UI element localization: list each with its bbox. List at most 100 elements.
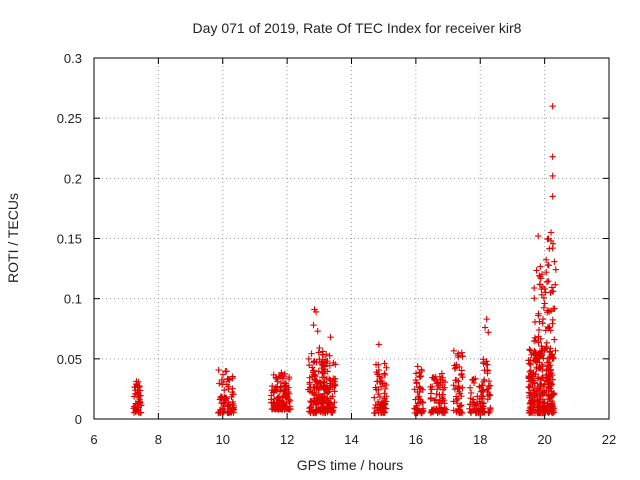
data-point (549, 153, 556, 160)
data-point (527, 367, 534, 374)
data-point (225, 383, 232, 390)
data-point (469, 376, 477, 384)
data-point (526, 360, 533, 367)
data-point (316, 378, 324, 385)
data-point (467, 389, 475, 397)
data-point (283, 382, 290, 389)
data-point (286, 390, 293, 398)
data-point (314, 327, 321, 335)
data-point (549, 102, 556, 110)
data-point (411, 386, 418, 393)
data-point (551, 336, 558, 343)
data-point (466, 384, 474, 391)
data-point (544, 380, 551, 388)
data-point (545, 362, 552, 369)
data-point (527, 356, 534, 364)
data-point (543, 268, 550, 276)
data-point (543, 339, 551, 347)
data-point (319, 393, 326, 401)
data-point (478, 392, 486, 400)
data-point (476, 398, 483, 405)
y-tick-label: 0.25 (57, 111, 82, 126)
data-point (326, 362, 334, 369)
data-point (549, 193, 556, 200)
axis-ticks: 6 8 10 12 14 16 18 20 22 0 0.05 0.1 0.15 0.2 0.25 0.3 (57, 51, 617, 447)
data-points (130, 102, 559, 417)
data-point (221, 393, 229, 401)
data-point (432, 396, 440, 403)
data-point (481, 324, 489, 331)
data-point (459, 373, 466, 381)
data-point (326, 380, 334, 387)
data-point (546, 245, 553, 252)
data-point (527, 409, 534, 416)
data-point (226, 376, 233, 384)
data-point (318, 373, 326, 381)
data-point (479, 393, 487, 400)
data-point (529, 377, 536, 384)
data-point (486, 392, 494, 399)
data-point (484, 366, 491, 374)
data-point (470, 399, 478, 406)
data-point (538, 342, 545, 350)
data-point (552, 281, 559, 288)
data-point (470, 376, 477, 383)
data-point (480, 386, 487, 394)
data-point (542, 377, 550, 385)
data-point (543, 278, 551, 286)
data-point (538, 349, 545, 357)
data-point (484, 361, 491, 368)
data-point (132, 400, 139, 407)
data-point (534, 232, 542, 240)
y-tick-label: 0.2 (64, 171, 82, 186)
data-point (483, 386, 491, 393)
data-point (531, 318, 539, 326)
data-point (483, 358, 490, 365)
data-point (417, 385, 425, 392)
data-point (539, 402, 546, 410)
data-point (276, 373, 284, 380)
data-point (137, 409, 145, 416)
data-point (530, 337, 538, 345)
data-point (224, 403, 231, 410)
data-point (308, 350, 315, 357)
data-point (328, 407, 336, 415)
data-point (455, 409, 463, 416)
data-point (481, 376, 488, 384)
data-point (433, 390, 440, 398)
data-point (545, 405, 552, 412)
data-point (330, 359, 337, 367)
data-point (217, 394, 224, 402)
data-point (428, 386, 435, 393)
data-point (534, 385, 541, 392)
data-point (370, 409, 378, 417)
data-point (458, 349, 466, 356)
data-point (274, 405, 281, 413)
data-point (269, 399, 277, 407)
data-point (544, 261, 552, 269)
data-point (309, 367, 317, 374)
data-point (458, 370, 465, 378)
data-point (375, 341, 383, 348)
data-point (539, 389, 546, 396)
data-point (375, 386, 382, 394)
data-point (535, 333, 542, 340)
data-point (323, 399, 330, 406)
data-point (459, 384, 466, 391)
data-point (321, 367, 328, 375)
data-point (219, 371, 227, 378)
data-point (438, 370, 446, 377)
data-point (453, 361, 460, 368)
data-point (381, 360, 388, 367)
data-point (225, 376, 232, 383)
data-point (548, 387, 555, 395)
data-point (326, 352, 333, 359)
data-point (305, 408, 313, 415)
data-point (544, 400, 551, 407)
data-point (322, 351, 330, 358)
data-point (216, 380, 223, 387)
data-point (286, 397, 294, 404)
data-point (312, 308, 320, 316)
data-point (383, 381, 390, 389)
data-point (285, 375, 293, 383)
